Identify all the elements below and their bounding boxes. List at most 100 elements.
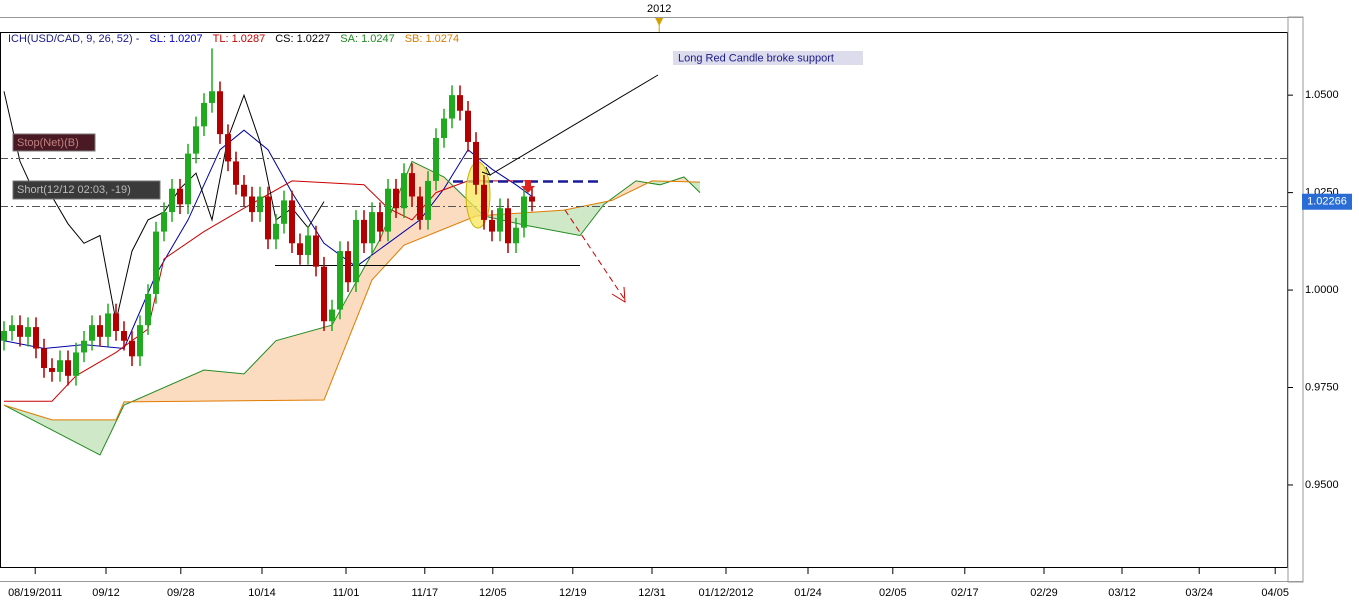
x-tick-label: 02/29 <box>1030 587 1058 599</box>
projection-arrow <box>564 209 626 301</box>
candle-body <box>473 141 479 185</box>
x-tick-label: 03/12 <box>1108 587 1136 599</box>
x-tick-label: 01/24 <box>794 587 822 599</box>
candle-body <box>345 251 351 283</box>
candle-body <box>281 200 287 224</box>
candle-body <box>97 325 103 337</box>
legend-item: SL: 1.0207 <box>149 33 202 45</box>
candle-body <box>337 251 343 310</box>
candle-body <box>529 196 535 202</box>
x-tick-label: 01/12/2012 <box>698 587 753 599</box>
axes: 0.95000.97501.00001.02501.050008/19/2011… <box>8 3 1352 599</box>
candle-body <box>441 118 447 139</box>
candles-layer <box>0 48 535 386</box>
candle-body <box>313 235 319 267</box>
legend-item: TL: 1.0287 <box>213 33 266 45</box>
cloud-fill-down <box>4 180 700 455</box>
candle-body <box>113 313 119 331</box>
senkou-a-line <box>3 160 701 456</box>
candle-body <box>145 293 151 326</box>
x-tick-label: 12/31 <box>638 587 666 599</box>
candle-body <box>241 184 247 197</box>
candle-body <box>321 266 327 322</box>
x-tick-label: 12/05 <box>479 587 507 599</box>
candle-body <box>185 153 191 205</box>
candle-body <box>73 352 79 376</box>
candle-body <box>65 360 71 376</box>
projection-arrow-head <box>611 286 626 303</box>
legend-item: SA: 1.0247 <box>340 33 394 45</box>
y-tick-label: 0.9500 <box>1305 479 1339 491</box>
candle-body <box>129 340 135 357</box>
candle-body <box>121 330 127 341</box>
candle-body <box>409 173 415 197</box>
candle-body <box>521 196 527 228</box>
candle-body <box>385 188 391 232</box>
candle-body <box>9 325 15 331</box>
candle-body <box>225 134 231 162</box>
y-tick-label: 0.9750 <box>1305 381 1339 393</box>
candle-body <box>33 327 39 349</box>
candle-body <box>153 231 159 294</box>
candle-body <box>89 325 95 341</box>
candle-body <box>0 330 7 341</box>
senkou-b-line <box>3 180 701 421</box>
candle-body <box>137 325 143 357</box>
y-tick-label: 1.0500 <box>1305 89 1339 101</box>
candle-body <box>417 196 423 220</box>
x-tick-label: 04/05 <box>1261 587 1289 599</box>
legend-item: CS: 1.0227 <box>275 33 330 45</box>
candle-body <box>257 196 263 213</box>
candle-body <box>81 340 87 353</box>
candle-body <box>377 212 383 232</box>
candle-body <box>361 219 367 244</box>
candle-body <box>457 95 463 111</box>
candle-body <box>369 212 375 244</box>
sell-signal <box>521 180 535 193</box>
candle-body <box>497 208 503 232</box>
x-tick-label: 02/05 <box>879 587 907 599</box>
candle-body <box>25 327 31 337</box>
candle-body <box>297 243 303 255</box>
candle-body <box>425 180 431 220</box>
candle-body <box>49 368 55 372</box>
candle-body <box>401 173 407 209</box>
x-tick-label: 11/01 <box>333 587 360 599</box>
candle-body <box>161 212 167 232</box>
stop-order-box <box>12 133 96 152</box>
x-tick-label: 02/17 <box>951 587 979 599</box>
x-tick-label: 03/24 <box>1185 587 1213 599</box>
price-tag <box>1302 193 1352 210</box>
candle-body <box>393 188 399 209</box>
x-tick-label: 12/19 <box>559 587 587 599</box>
short-order-box <box>12 180 161 200</box>
y-tick-label: 1.0000 <box>1305 284 1339 296</box>
x-tick-label: 09/12 <box>92 587 120 599</box>
legend: ICH(USD/CAD, 9, 26, 52) - SL: 1.0207 TL: 1… <box>8 33 459 45</box>
candle-body <box>201 102 207 127</box>
candle-body <box>433 138 439 181</box>
candle-body <box>465 110 471 142</box>
annotation-arrow <box>489 74 659 176</box>
candle-body <box>505 208 511 244</box>
x-tick-label: 08/19/2011 <box>8 587 62 599</box>
x-tick-label: 11/17 <box>411 587 438 599</box>
annotation-arrow-head <box>481 166 492 176</box>
candle-body <box>489 219 495 232</box>
candle-body <box>177 188 183 205</box>
candle-body <box>513 227 519 244</box>
candle-body <box>41 348 47 369</box>
candle-body <box>105 313 111 337</box>
candle-body <box>481 184 487 220</box>
candle-body <box>329 309 335 322</box>
x-tick-label: 09/28 <box>167 587 195 599</box>
candle-body <box>305 235 311 255</box>
candle-body <box>289 200 295 244</box>
candle-body <box>273 223 279 240</box>
legend-item: ICH(USD/CAD, 9, 26, 52) - <box>8 33 140 45</box>
candle-body <box>169 188 175 213</box>
legend-item: SB: 1.0274 <box>405 33 459 45</box>
candle-body <box>193 126 199 154</box>
candle-body <box>209 91 215 103</box>
